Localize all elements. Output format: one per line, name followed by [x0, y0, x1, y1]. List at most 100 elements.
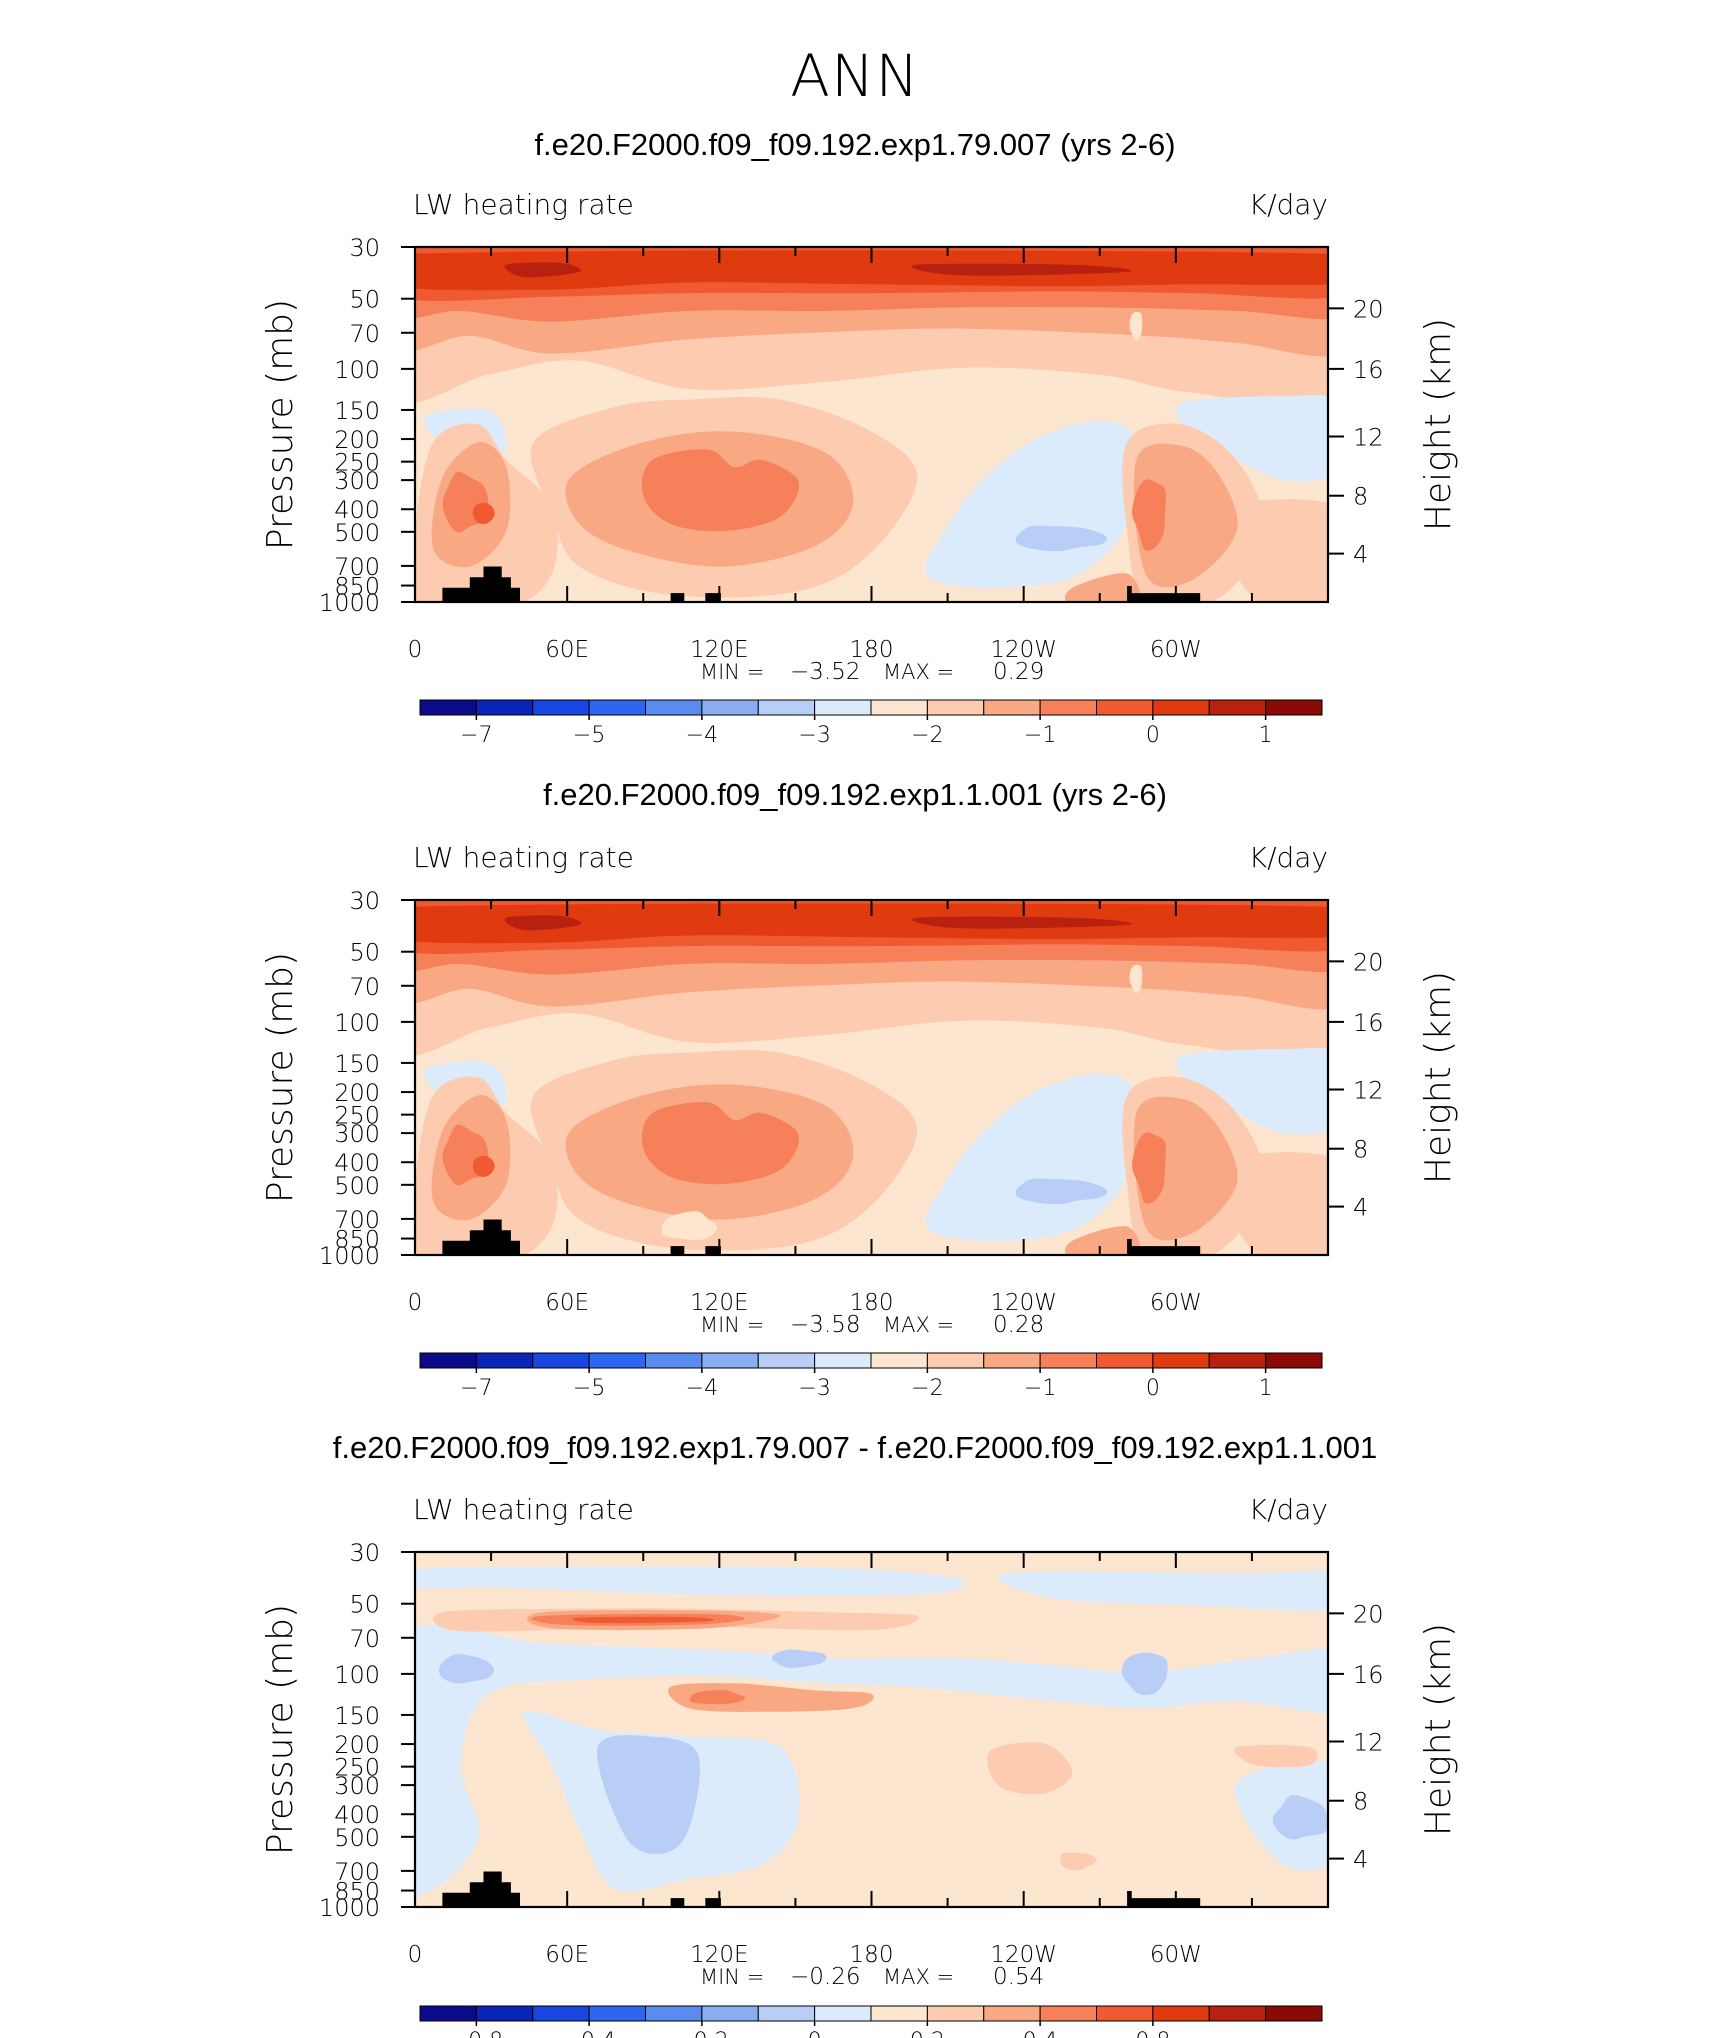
height-tick-label: 20 [1353, 295, 1384, 323]
colorbar-label: −4 [686, 1376, 718, 1401]
height-tick-label: 20 [1353, 1600, 1384, 1628]
max-label: MAX = [883, 1965, 954, 1989]
y-tick-label: 500 [334, 1172, 380, 1200]
colorbar-label: 0 [1146, 1376, 1160, 1401]
contour-fill [1233, 1745, 1318, 1768]
terrain-mask [442, 566, 520, 602]
y-tick-label: 50 [349, 286, 380, 314]
x-tick-label: 60E [545, 1290, 589, 1316]
colorbar-box [419, 1352, 477, 1369]
contour-fill [1215, 1152, 1328, 1255]
min-value: −0.26 [790, 1964, 860, 1990]
colorbar-label: 0 [808, 2029, 822, 2038]
y-tick-label: 400 [334, 496, 380, 524]
contour-fill [1132, 479, 1166, 551]
colorbar-box [588, 1352, 646, 1369]
height-tick-label: 20 [1353, 948, 1384, 976]
colorbar-box [588, 699, 646, 716]
colorbar-label: 0.8 [1135, 2029, 1170, 2038]
x-tick-label: 120W [990, 1290, 1057, 1316]
height-tick-label: 8 [1353, 1136, 1368, 1164]
contour-fill [1133, 1096, 1238, 1241]
min-label: MIN = [700, 1965, 764, 1989]
y-tick-label: 30 [349, 887, 380, 915]
contour-fill [998, 1570, 1328, 1611]
height-tick-label: 16 [1353, 356, 1384, 384]
contour-fill [1060, 1852, 1097, 1871]
colorbar-box [870, 1352, 928, 1369]
height-tick-label: 8 [1353, 1788, 1368, 1816]
terrain-mask [705, 593, 721, 602]
min-value: −3.52 [790, 659, 860, 685]
variable-label: LW heating rate [413, 188, 634, 221]
colorbar-label: −7 [460, 1376, 492, 1401]
contour-fill [472, 502, 495, 525]
chart-panel-1: f.e20.F2000.f09_f09.192.exp1.79.007 (yrs… [260, 127, 1459, 748]
x-tick-label: 60E [545, 637, 589, 663]
page-title: ANN [790, 42, 920, 110]
units-label: K/day [1249, 188, 1328, 221]
contour-fill [1175, 395, 1328, 482]
y-tick-label: 300 [334, 1120, 380, 1148]
y-tick-label: 100 [334, 1661, 380, 1689]
height-tick-label: 12 [1353, 1728, 1384, 1756]
colorbar-label: −2 [911, 723, 943, 748]
contour-fill [1175, 1048, 1328, 1135]
colorbar-label: −1 [1024, 723, 1056, 748]
colorbar-label: 1 [1259, 723, 1273, 748]
terrain-mask [442, 1871, 520, 1907]
colorbar-label: −4 [686, 723, 718, 748]
variable-label: LW heating rate [413, 1493, 634, 1526]
colorbar-box [757, 1352, 816, 1369]
y-tick-label: 1000 [319, 1894, 380, 1922]
y-tick-label: 250 [334, 1754, 380, 1782]
y-tick-label: 1000 [319, 589, 380, 617]
contour-fill [771, 1649, 827, 1669]
panel-title: f.e20.F2000.f09_f09.192.exp1.1.001 (yrs … [543, 777, 1167, 812]
contour-field [415, 247, 1328, 602]
min-label: MIN = [700, 660, 764, 684]
max-value: 0.54 [993, 1964, 1044, 1990]
colorbar-box [926, 699, 985, 716]
y-tick-label: 1000 [319, 1242, 380, 1270]
colorbar-box [1265, 2005, 1323, 2022]
height-tick-label: 8 [1353, 483, 1368, 511]
colorbar-box [1208, 2005, 1267, 2022]
height-tick-label: 12 [1353, 423, 1384, 451]
x-tick-label: 120W [990, 1942, 1057, 1968]
variable-label: LW heating rate [413, 841, 634, 874]
colorbar-label: −2 [911, 1376, 943, 1401]
height-tick-label: 16 [1353, 1009, 1384, 1037]
y-axis-label: Pressure (mb) [260, 299, 301, 550]
y-tick-label: 200 [334, 1731, 380, 1759]
x-tick-label: 0 [408, 1942, 423, 1968]
colorbar-label: −5 [573, 1376, 605, 1401]
y-tick-label: 300 [334, 1772, 380, 1800]
contour-fill [504, 262, 581, 278]
contour-fill [641, 449, 800, 532]
contour-fill [661, 1211, 718, 1241]
colorbar-box [1096, 2005, 1154, 2022]
contour-fill [1064, 1226, 1141, 1255]
x-tick-label: 60E [545, 1942, 589, 1968]
y-tick-label: 300 [334, 467, 380, 495]
y-tick-label: 100 [334, 356, 380, 384]
chart-panel-3: f.e20.F2000.f09_f09.192.exp1.79.007 - f.… [260, 1430, 1459, 2038]
contour-fill [1129, 964, 1143, 994]
y-tick-label: 850 [334, 1878, 380, 1906]
colorbar-box [1039, 699, 1097, 716]
contour-fill [1121, 1652, 1168, 1696]
colorbar-box [532, 2005, 590, 2022]
colorbar-box [1152, 2005, 1210, 2022]
colorbar-box [870, 2005, 928, 2022]
y-axis-label-right: Height (km) [1418, 318, 1459, 531]
terrain-mask [1127, 1891, 1201, 1907]
x-tick-label: 120E [690, 1290, 748, 1316]
y-tick-label: 30 [349, 1539, 380, 1567]
colorbar-label: −0.8 [450, 2029, 503, 2038]
contour-fill [415, 1566, 966, 1596]
panel-title: f.e20.F2000.f09_f09.192.exp1.79.007 - f.… [333, 1430, 1378, 1465]
colorbar-box [814, 2005, 872, 2022]
colorbar-box [926, 1352, 985, 1369]
contour-fill [415, 903, 1328, 944]
